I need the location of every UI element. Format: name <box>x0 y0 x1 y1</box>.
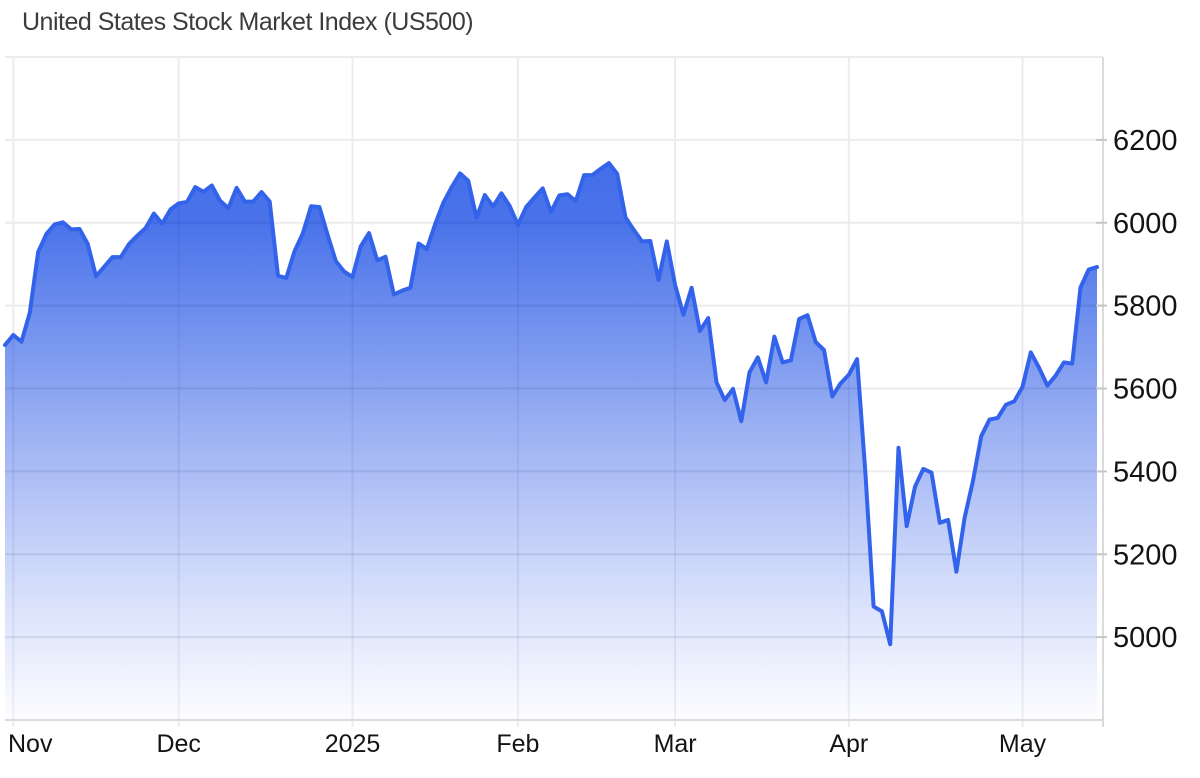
y-axis-label: 6000 <box>1113 208 1178 240</box>
area-fill <box>5 163 1097 721</box>
x-axis-label: May <box>999 730 1047 758</box>
x-axis-label: Apr <box>829 730 868 758</box>
x-axis-label: Mar <box>654 730 697 758</box>
price-line <box>3 161 1099 647</box>
x-axis-label: Nov <box>8 730 53 758</box>
y-axis-label: 5600 <box>1113 374 1178 406</box>
x-axis-label: Feb <box>496 730 539 758</box>
y-axis-label: 5000 <box>1113 622 1178 654</box>
x-axis-label: 2025 <box>325 730 381 758</box>
x-axis-label: Dec <box>156 730 200 758</box>
y-axis-label: 5400 <box>1113 456 1178 488</box>
y-axis-label: 5800 <box>1113 291 1178 323</box>
y-axis-label: 6200 <box>1113 125 1178 157</box>
chart-title: United States Stock Market Index (US500) <box>22 8 474 36</box>
y-axis-label: 5200 <box>1113 539 1178 571</box>
